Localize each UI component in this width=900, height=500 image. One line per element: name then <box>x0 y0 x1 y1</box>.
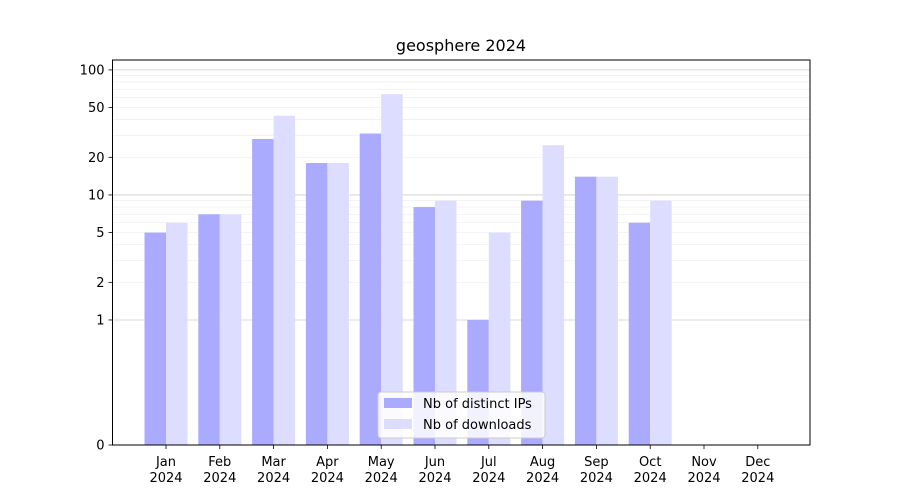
bar-downloads <box>435 200 457 445</box>
x-tick-label-month: May <box>368 455 395 470</box>
bar-downloads <box>166 222 188 445</box>
y-axis-ticks: 0 1 2 5 10 20 50 100 <box>80 63 113 454</box>
legend-swatch <box>384 398 412 408</box>
chart-title: geosphere 2024 <box>396 36 526 55</box>
y-tick-label: 1 <box>96 313 104 328</box>
bar-downloads <box>273 115 296 445</box>
x-tick-label-year: 2024 <box>472 471 505 486</box>
x-tick-label-month: Mar <box>261 455 286 470</box>
x-tick-label-year: 2024 <box>365 471 398 486</box>
y-tick-label: 20 <box>88 151 105 166</box>
bar-ips <box>252 139 274 445</box>
x-tick-label-year: 2024 <box>203 471 236 486</box>
x-tick-label-month: Feb <box>208 455 231 470</box>
bar-ips <box>413 207 435 445</box>
bars <box>144 94 672 446</box>
bar-ips <box>359 133 382 445</box>
y-tick-label: 50 <box>88 101 105 116</box>
y-tick-label: 5 <box>96 226 104 241</box>
x-tick-label-month: Jun <box>424 455 445 470</box>
bar-downloads <box>219 214 242 445</box>
x-tick-label-year: 2024 <box>634 471 667 486</box>
bar-ips <box>574 176 597 445</box>
x-tick-label-month: Apr <box>316 455 339 470</box>
bar-ips <box>198 214 220 445</box>
legend-swatch <box>384 419 412 429</box>
bar-downloads <box>327 163 349 445</box>
bar-ips <box>305 163 328 445</box>
x-axis-ticks: Jan2024Feb2024Mar2024Apr2024May2024Jun20… <box>149 445 774 486</box>
x-tick-label-month: Jul <box>480 455 497 470</box>
legend-label: Nb of downloads <box>423 418 532 433</box>
bar-downloads <box>596 176 618 445</box>
bar-ips <box>628 222 651 445</box>
x-tick-label-year: 2024 <box>257 471 290 486</box>
bar-ips <box>521 200 543 445</box>
x-tick-label-year: 2024 <box>580 471 613 486</box>
bar-downloads <box>381 94 403 446</box>
legend-label: Nb of distinct IPs <box>423 397 532 412</box>
y-tick-label: 100 <box>80 63 105 78</box>
x-tick-label-month: Dec <box>745 455 770 470</box>
axes <box>112 59 811 446</box>
x-tick-label-month: Aug <box>530 455 555 470</box>
bar-ips <box>144 232 166 445</box>
x-tick-label-month: Sep <box>584 455 609 470</box>
y-tick-label: 10 <box>88 188 105 203</box>
x-tick-label-year: 2024 <box>311 471 344 486</box>
x-tick-label-year: 2024 <box>526 471 559 486</box>
x-tick-label-year: 2024 <box>418 471 451 486</box>
x-tick-label-month: Oct <box>639 455 661 470</box>
y-tick-label: 0 <box>96 439 104 454</box>
x-tick-label-year: 2024 <box>687 471 720 486</box>
x-tick-label-year: 2024 <box>149 471 182 486</box>
x-tick-label-month: Jan <box>155 455 176 470</box>
bar-downloads <box>542 145 565 445</box>
plot-frame <box>112 59 811 446</box>
legend-box <box>377 391 546 439</box>
x-tick-label-month: Nov <box>691 455 717 470</box>
bar-downloads <box>650 200 672 445</box>
y-tick-label: 2 <box>96 276 104 291</box>
legend: Nb of distinct IPs Nb of downloads <box>377 391 546 439</box>
x-tick-label-year: 2024 <box>741 471 774 486</box>
